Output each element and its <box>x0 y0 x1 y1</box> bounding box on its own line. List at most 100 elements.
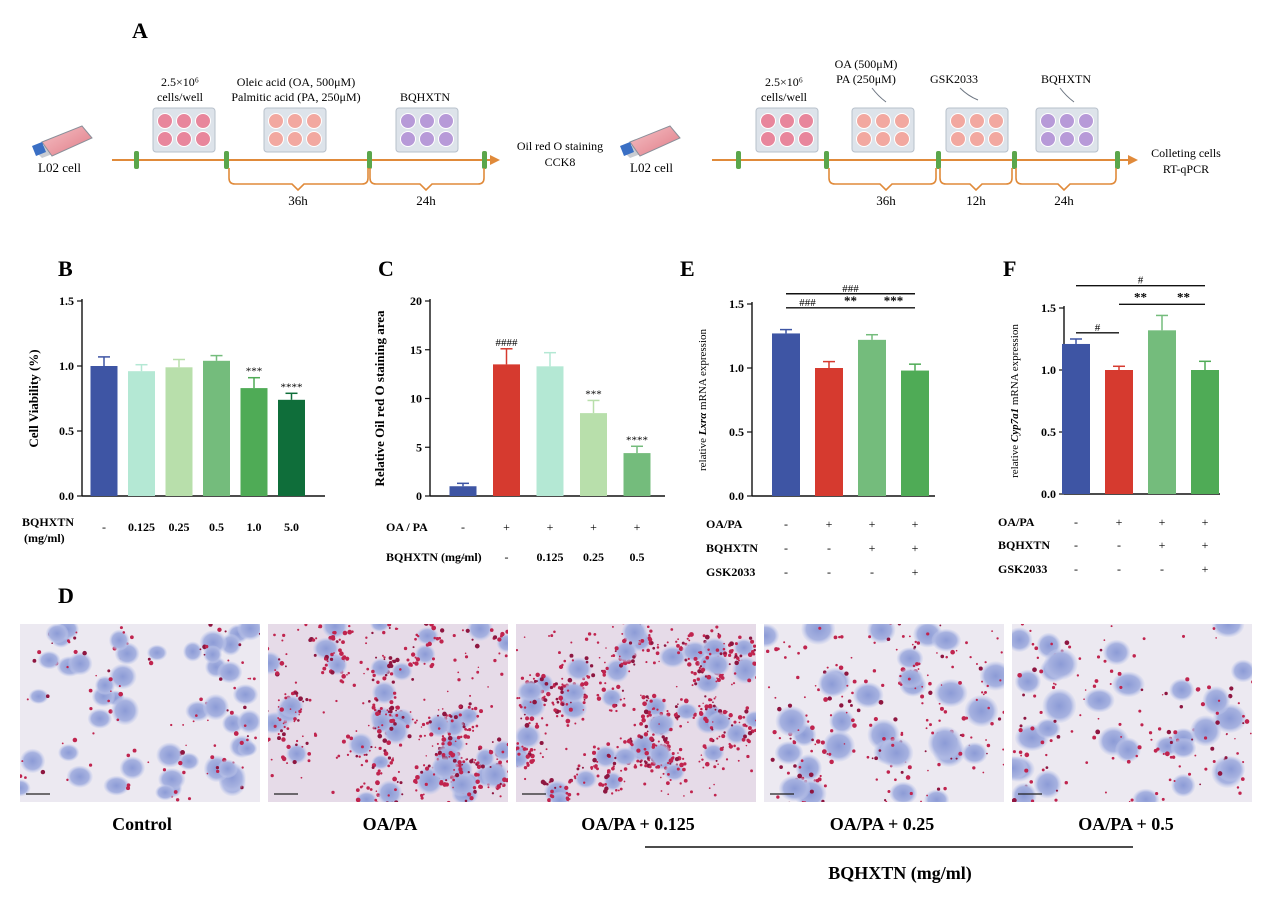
bar <box>772 333 800 496</box>
condition-value: + <box>912 565 919 579</box>
condition-value: 0.25 <box>583 550 604 564</box>
panel-letter-c: C <box>378 256 394 281</box>
significance-mark: #### <box>496 337 519 349</box>
condition-value: - <box>1117 538 1121 552</box>
end-label-left-2: CCK8 <box>545 155 576 169</box>
well-plate-right-4 <box>1035 107 1099 153</box>
bracket-label: ** <box>1134 289 1147 304</box>
bracket-label: ** <box>1177 289 1190 304</box>
condition-row-label: OA/PA <box>998 515 1035 529</box>
bracket-label: ### <box>842 283 859 295</box>
condition-value: - <box>1160 562 1164 576</box>
panel-letter-b: B <box>58 256 73 281</box>
panel-letter-d: D <box>58 583 74 608</box>
bar <box>1062 343 1090 494</box>
well-plate-left-1 <box>152 107 216 153</box>
y-tick-label: 0.5 <box>729 425 744 439</box>
condition-value: 0.125 <box>537 550 564 564</box>
seed-label-right-2: cells/well <box>761 90 808 104</box>
well-plate-right-2 <box>851 107 915 153</box>
condition-value: - <box>1074 562 1078 576</box>
condition-value: + <box>1202 538 1209 552</box>
end-label-right-2: RT-qPCR <box>1163 162 1209 176</box>
condition-value: - <box>461 520 465 534</box>
micrograph-image <box>268 624 508 802</box>
y-tick-label: 1.0 <box>1041 363 1056 377</box>
y-tick-label: 0.5 <box>1041 425 1056 439</box>
duration-right-2: 12h <box>966 193 986 208</box>
condition-row-label: BQHXTN <box>998 538 1050 552</box>
bar <box>90 366 118 496</box>
y-tick-label: 0.0 <box>59 489 74 503</box>
caption-oa-pa-05: OA/PA + 0.5 <box>1078 814 1173 834</box>
condition-value: 0.5 <box>630 550 645 564</box>
caption-oa-pa-025: OA/PA + 0.25 <box>830 814 934 834</box>
drug-label-left: BQHXTN <box>400 90 450 104</box>
y-axis-label: relative Cyp7a1 mRNA expression <box>1009 324 1021 478</box>
y-tick-label: 20 <box>410 294 422 308</box>
condition-value: 5.0 <box>284 520 299 534</box>
bar <box>278 399 305 496</box>
treat-label-right-1: OA (500μM) <box>835 57 898 71</box>
condition-value: - <box>1117 562 1121 576</box>
condition-value: - <box>870 565 874 579</box>
condition-value: + <box>1202 562 1209 576</box>
y-tick-label: 15 <box>410 343 422 357</box>
y-axis-label: relative Lxrα mRNA expression <box>697 328 709 471</box>
duration-left-1: 36h <box>288 193 308 208</box>
agonist-label-right: GSK2033 <box>930 72 978 86</box>
chart-e: 0.0 0.5 1.0 1.5 relative Lxrα mRNA expressio… <box>697 283 935 579</box>
bar <box>623 453 651 496</box>
micrograph-image <box>764 624 1004 802</box>
condition-row-label: GSK2033 <box>706 565 755 579</box>
drug-label-right: BQHXTN <box>1041 72 1091 86</box>
bar <box>1191 370 1219 494</box>
duration-left-2: 24h <box>416 193 436 208</box>
condition-value: - <box>505 550 509 564</box>
condition-row-label: OA/PA <box>706 517 743 531</box>
significance-mark: **** <box>281 381 303 393</box>
y-tick-label: 1.0 <box>729 361 744 375</box>
condition-value: + <box>1116 515 1123 529</box>
y-tick-label: 1.5 <box>729 297 744 311</box>
treat-label-right-2: PA (250μM) <box>836 72 896 86</box>
condition-value: + <box>547 520 554 534</box>
condition-value: + <box>634 520 641 534</box>
condition-value: - <box>784 565 788 579</box>
chart-c: 0 5 10 15 20 Relative Oil red O staining area… <box>372 294 665 564</box>
condition-value: + <box>912 517 919 531</box>
treat-label-left-1: Oleic acid (OA, 500μM) <box>237 75 355 89</box>
cell-label-left: L02 cell <box>38 160 81 175</box>
well-plate-left-3 <box>395 107 459 153</box>
group-label-bqhxtn: BQHXTN (mg/ml) <box>828 863 972 884</box>
condition-value: + <box>869 541 876 555</box>
y-axis-label: Cell Viability (%) <box>26 349 41 447</box>
bar <box>536 366 564 496</box>
bar <box>203 360 230 496</box>
significance-mark: **** <box>626 434 648 446</box>
micrograph-image <box>1012 624 1252 802</box>
y-tick-label: 0.0 <box>729 489 744 503</box>
bracket-label: *** <box>884 293 904 308</box>
y-axis-label: Relative Oil red O staining area <box>372 310 387 487</box>
micrograph-row <box>20 624 1252 802</box>
bar <box>1148 330 1176 494</box>
panel-letter-f: F <box>1003 256 1016 281</box>
duration-right-1: 36h <box>876 193 896 208</box>
bar <box>815 368 843 496</box>
bracket-label: ### <box>799 297 816 309</box>
duration-right-3: 24h <box>1054 193 1074 208</box>
condition-row-label: OA / PA <box>386 520 428 534</box>
condition-value: 0.125 <box>128 520 155 534</box>
timeline-right: L02 cell 2.5×10⁶ cells/well OA (500μM) P… <box>620 57 1221 208</box>
bar <box>580 413 607 496</box>
condition-row-label: BQHXTN <box>22 515 74 529</box>
flask-icon <box>620 125 681 158</box>
bracket-label: # <box>1095 322 1101 334</box>
bar <box>901 370 929 496</box>
end-label-right-1: Colleting cells <box>1151 146 1221 160</box>
bracket-label: # <box>1138 275 1144 287</box>
y-tick-label: 0.5 <box>59 424 74 438</box>
condition-value: - <box>827 565 831 579</box>
panel-letter-a: A <box>132 18 148 43</box>
